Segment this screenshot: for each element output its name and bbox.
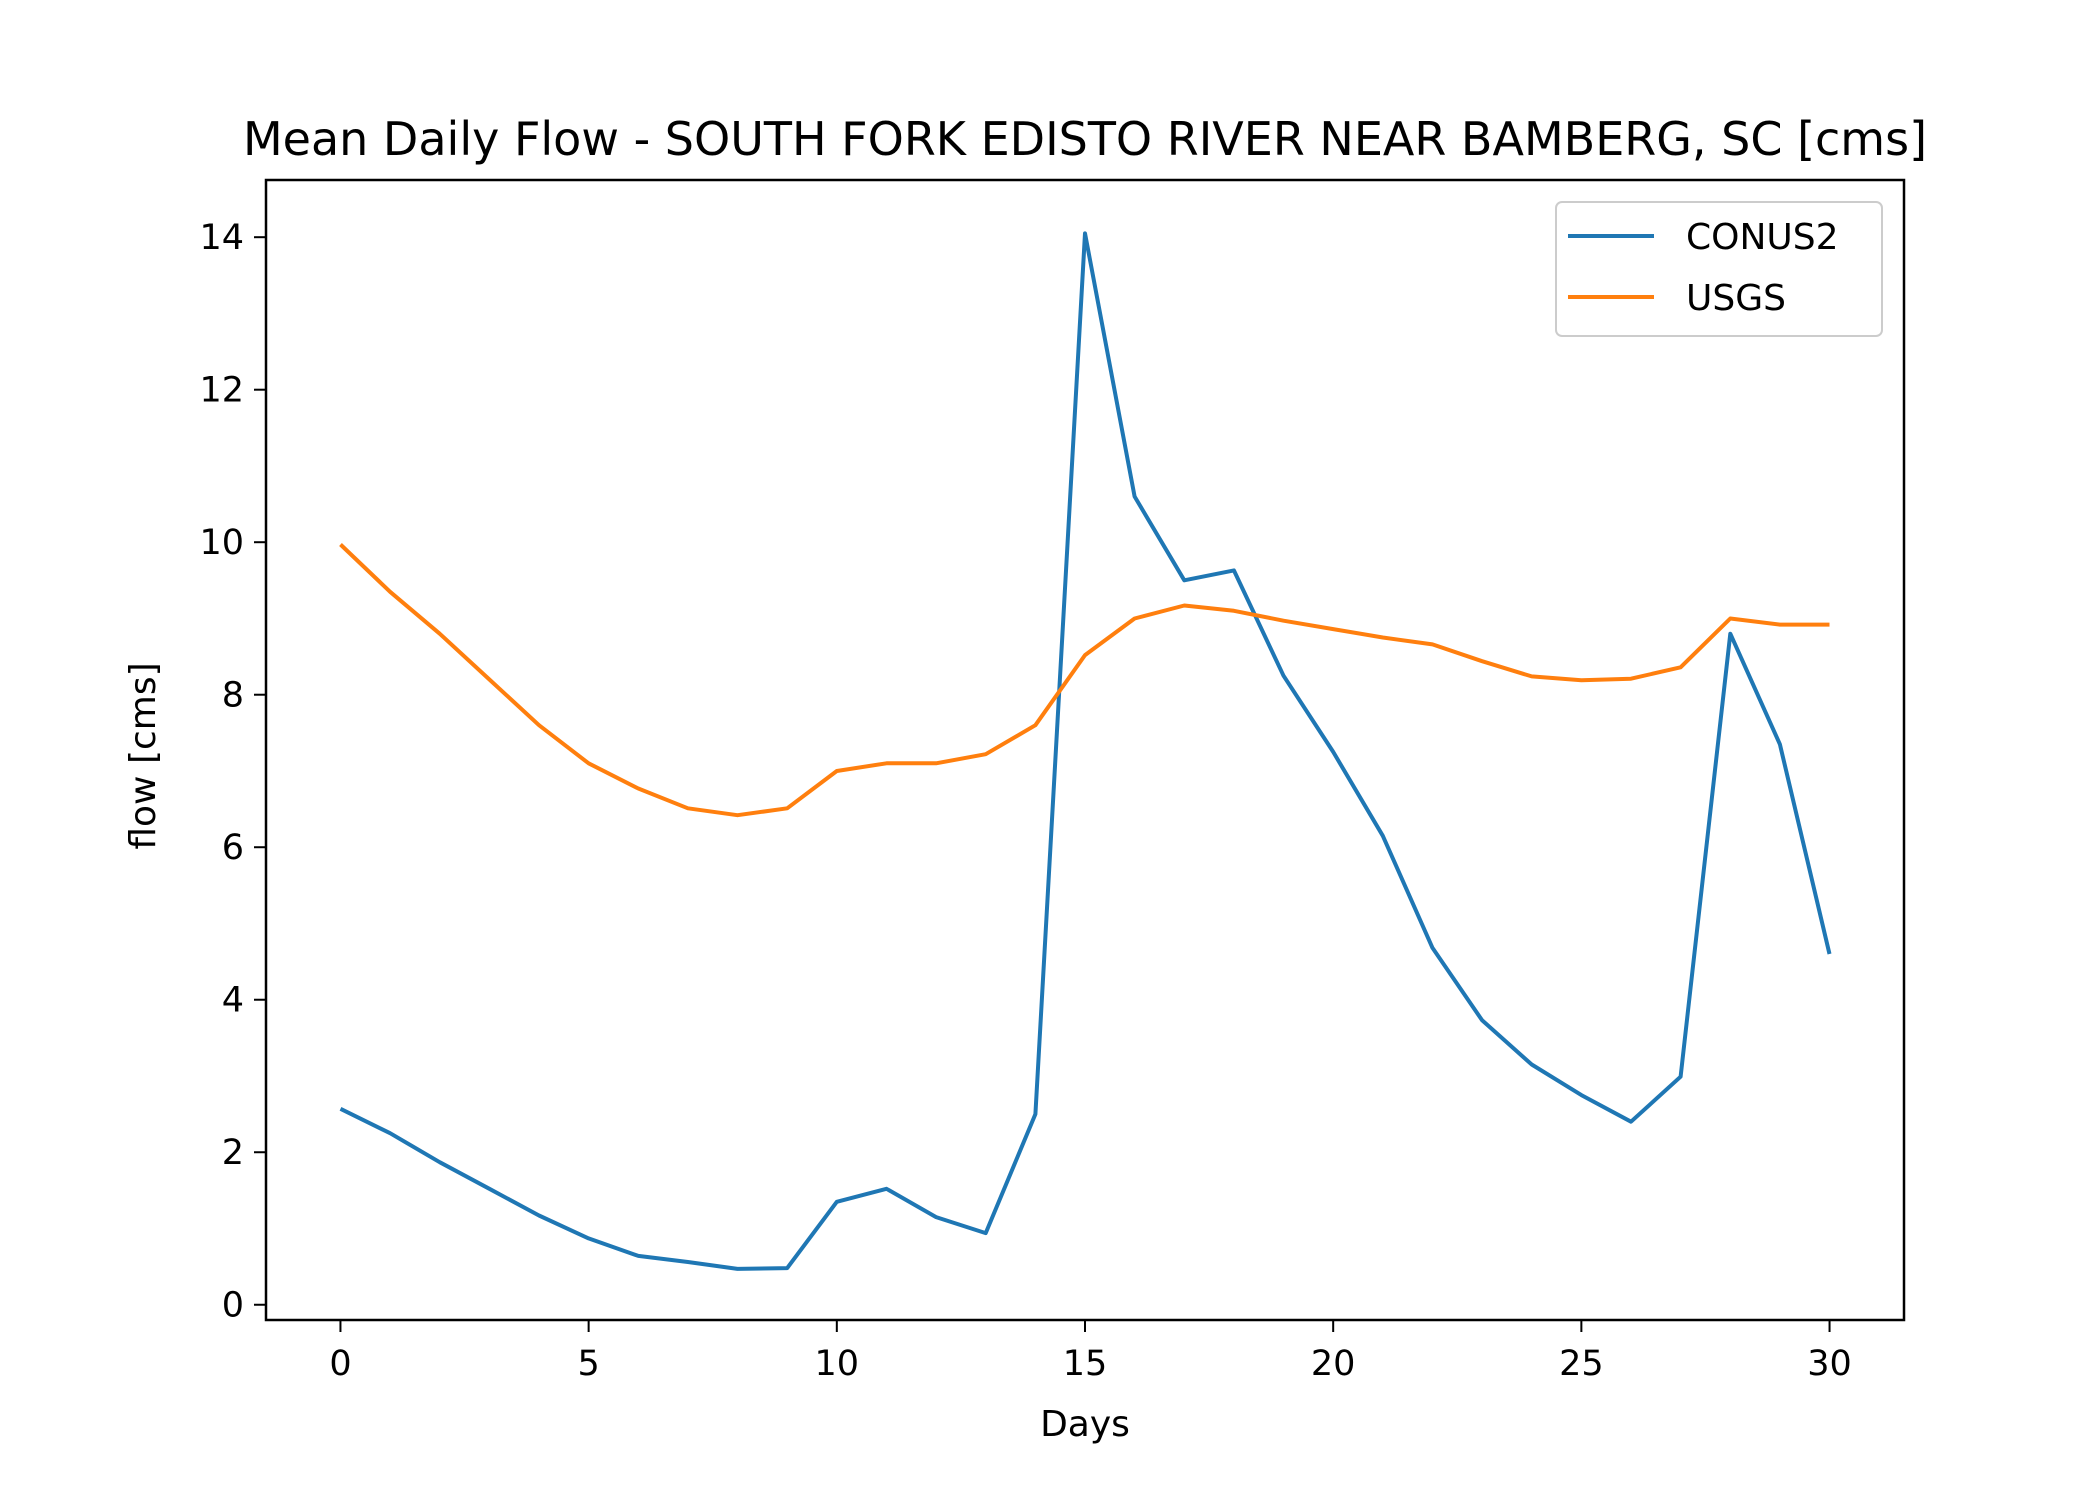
y-axis-ticks: 0 2 4 6 8 10 12 14 — [199, 218, 266, 1326]
x-tick-label: 15 — [1063, 1344, 1108, 1384]
y-axis-label: flow [cms] — [123, 662, 164, 849]
legend-label-conus2: CONUS2 — [1686, 217, 1839, 258]
series-line-usgs — [339, 543, 1830, 818]
y-tick-label: 2 — [222, 1133, 244, 1173]
x-axis-label: Days — [1040, 1404, 1130, 1445]
x-axis-ticks: 0 5 10 15 20 25 30 — [329, 1320, 1852, 1384]
y-tick-label: 0 — [222, 1286, 244, 1326]
x-tick-label: 5 — [577, 1344, 599, 1384]
x-tick-label: 30 — [1807, 1344, 1852, 1384]
y-tick-label: 12 — [199, 371, 244, 411]
y-tick-label: 4 — [222, 981, 244, 1021]
x-tick-label: 25 — [1559, 1344, 1604, 1384]
chart-title: Mean Daily Flow - SOUTH FORK EDISTO RIVE… — [243, 112, 1927, 166]
x-tick-label: 20 — [1311, 1344, 1356, 1384]
series-line-conus2 — [339, 231, 1832, 1271]
x-tick-label: 0 — [329, 1344, 351, 1384]
x-tick-label: 10 — [815, 1344, 860, 1384]
legend: CONUS2 USGS — [1555, 201, 1883, 337]
y-tick-label: 6 — [222, 828, 244, 868]
y-tick-label: 10 — [199, 523, 244, 563]
plot-lines — [339, 231, 1832, 1271]
y-tick-label: 8 — [222, 676, 244, 716]
y-tick-label: 14 — [199, 218, 244, 258]
legend-label-usgs: USGS — [1686, 278, 1786, 319]
plot-frame — [264, 178, 1906, 1322]
